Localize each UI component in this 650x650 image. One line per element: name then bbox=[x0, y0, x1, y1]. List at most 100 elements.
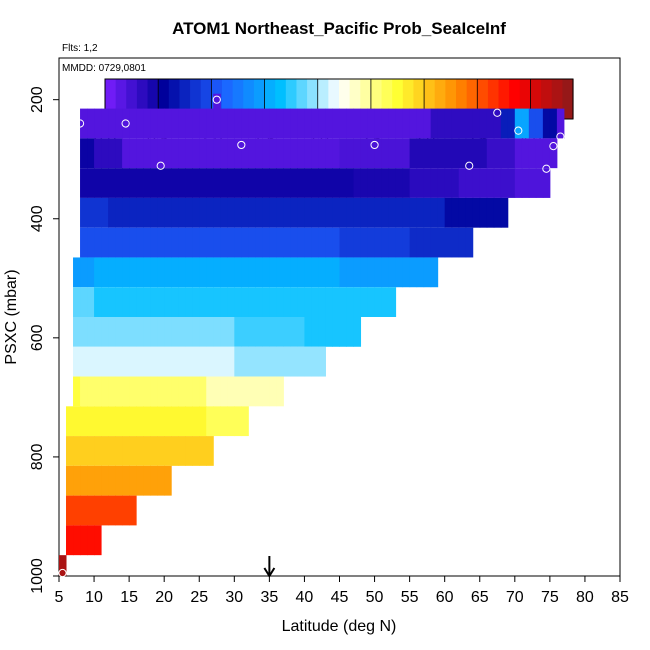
heatmap-cell bbox=[360, 227, 369, 258]
heatmap-cell bbox=[192, 108, 200, 139]
heatmap-cell bbox=[437, 108, 446, 139]
heatmap-cell bbox=[339, 317, 348, 347]
heatmap-cell bbox=[136, 108, 144, 139]
heatmap-cell bbox=[262, 168, 270, 198]
heatmap-cell bbox=[199, 436, 207, 466]
latitude-marker bbox=[263, 556, 276, 578]
heatmap-cell bbox=[283, 138, 291, 169]
heatmap-cell bbox=[276, 197, 284, 228]
heatmap-cell bbox=[241, 227, 249, 258]
heatmap-cell bbox=[304, 138, 312, 169]
heatmap-cell bbox=[101, 495, 109, 526]
heatmap-cell bbox=[178, 138, 186, 169]
heatmap-cell bbox=[164, 465, 172, 496]
heatmap-cell bbox=[171, 138, 179, 169]
heatmap-cell bbox=[122, 317, 130, 347]
x-tick-label: 85 bbox=[611, 589, 629, 606]
heatmap-cell bbox=[262, 346, 270, 377]
observation-point bbox=[370, 140, 379, 150]
heatmap-cell bbox=[129, 317, 137, 347]
heatmap-cell bbox=[283, 317, 291, 347]
heatmap-cell bbox=[94, 168, 102, 198]
heatmap-cell bbox=[143, 257, 151, 288]
heatmap-cell bbox=[241, 317, 249, 347]
heatmap-cell bbox=[521, 168, 530, 198]
observation-point bbox=[121, 119, 130, 128]
heatmap-cell bbox=[122, 465, 130, 496]
observation-point bbox=[58, 568, 67, 578]
heatmap-cell bbox=[143, 317, 151, 347]
heatmap-cell bbox=[192, 138, 200, 169]
heatmap-cell bbox=[262, 108, 270, 139]
heatmap-cell bbox=[192, 197, 200, 228]
heatmap-cell bbox=[185, 257, 193, 288]
heatmap-cell bbox=[332, 108, 340, 139]
colorbar-segment bbox=[413, 79, 425, 119]
heatmap-cell bbox=[129, 138, 137, 169]
heatmap-cell bbox=[94, 465, 102, 496]
heatmap-cell bbox=[185, 168, 193, 198]
heatmap-cell bbox=[535, 168, 544, 198]
heatmap-cell bbox=[318, 227, 326, 258]
heatmap-cell bbox=[185, 406, 193, 437]
heatmap-cell bbox=[178, 436, 186, 466]
heatmap-cell bbox=[150, 287, 158, 317]
heatmap-cell bbox=[143, 346, 151, 377]
heatmap-cell bbox=[122, 168, 130, 198]
heatmap-cell bbox=[332, 168, 340, 198]
heatmap-cell bbox=[360, 168, 369, 198]
heatmap-cell bbox=[94, 108, 102, 139]
heatmap-cell bbox=[276, 317, 284, 347]
heatmap-cell bbox=[206, 346, 214, 377]
heatmap-cell bbox=[255, 108, 263, 139]
colorbar-segment bbox=[562, 79, 574, 119]
heatmap-cell bbox=[185, 108, 193, 139]
heatmap-cell bbox=[164, 346, 172, 377]
heatmap-cell bbox=[416, 168, 425, 198]
heatmap-cell bbox=[451, 197, 460, 228]
heatmap-cell bbox=[157, 436, 165, 466]
heatmap-cell bbox=[542, 168, 551, 198]
heatmap-cell bbox=[332, 197, 340, 228]
heatmap-cell bbox=[220, 346, 228, 377]
colorbar-segment bbox=[296, 79, 308, 119]
heatmap-cell bbox=[206, 108, 214, 139]
mmdd-label: MMDD: 0729,0801 bbox=[62, 63, 146, 74]
heatmap-cell bbox=[171, 406, 179, 437]
heatmap-cell bbox=[122, 138, 130, 169]
heatmap-cell bbox=[108, 465, 116, 496]
heatmap-cell bbox=[73, 257, 81, 288]
heatmap-cell bbox=[178, 317, 186, 347]
heatmap-cell bbox=[101, 227, 109, 258]
heatmap-cell bbox=[150, 227, 158, 258]
heatmap-cell bbox=[150, 406, 158, 437]
heatmap-cell bbox=[129, 108, 137, 139]
heatmap-cell bbox=[87, 465, 95, 496]
heatmap-cell bbox=[94, 376, 102, 407]
heatmap-cell bbox=[178, 406, 186, 437]
heatmap-cell bbox=[94, 436, 102, 466]
heatmap-cell bbox=[108, 346, 116, 377]
heatmap-cell bbox=[402, 168, 411, 198]
heatmap-cell bbox=[227, 346, 235, 377]
heatmap-cell bbox=[234, 197, 242, 228]
heatmap-cell bbox=[353, 227, 362, 258]
heatmap-cell bbox=[430, 168, 439, 198]
heatmap-cell bbox=[101, 436, 109, 466]
heatmap-cell bbox=[381, 257, 390, 288]
heatmap-cell bbox=[122, 406, 130, 437]
heatmap-cell bbox=[220, 257, 228, 288]
heatmap-cell bbox=[549, 138, 558, 169]
colorbar-segment bbox=[445, 79, 457, 119]
heatmap-cell bbox=[262, 317, 270, 347]
heatmap-cell bbox=[87, 495, 95, 526]
heatmap-cell bbox=[115, 317, 123, 347]
x-tick-label: 20 bbox=[155, 589, 173, 606]
heatmap-cell bbox=[325, 227, 333, 258]
heatmap-cell bbox=[549, 108, 558, 139]
heatmap-cell bbox=[290, 138, 298, 169]
heatmap-cell bbox=[409, 138, 418, 169]
down-arrow-icon bbox=[263, 567, 276, 578]
heatmap-cell bbox=[213, 406, 221, 437]
heatmap-cell bbox=[318, 197, 326, 228]
